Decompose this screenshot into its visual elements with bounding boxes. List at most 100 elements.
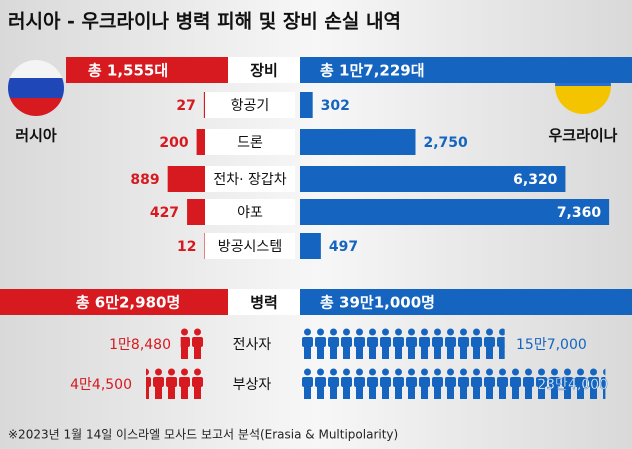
icon-head [181, 368, 188, 376]
left-total: 총 1,555대 [88, 62, 168, 80]
icon-legs [181, 346, 188, 359]
icon-legs [317, 386, 324, 399]
icon-head [304, 328, 311, 336]
right-icons [302, 368, 606, 399]
icon-body [341, 377, 352, 387]
icon-legs [330, 346, 337, 359]
icon-legs [168, 386, 175, 399]
left-total: 총 6만2,980명 [76, 294, 181, 312]
category-label: 부상자 [233, 377, 272, 393]
icon-head [356, 328, 363, 336]
icon-legs [512, 386, 519, 399]
icon-body [471, 377, 482, 387]
icon-body [380, 377, 391, 387]
icon-head [564, 368, 571, 376]
icon-legs [382, 386, 389, 399]
icon-head [330, 328, 337, 336]
icon-head [447, 368, 454, 376]
category-label: 전사자 [233, 337, 272, 353]
category-label: 항공기 [231, 98, 270, 114]
icon-head [369, 368, 376, 376]
left-bar [196, 129, 205, 155]
icon-body [146, 377, 151, 387]
icon-legs [356, 346, 363, 359]
icon-body [393, 377, 404, 387]
icon-head [603, 368, 606, 376]
icon-legs [356, 386, 363, 399]
icon-body [588, 377, 599, 387]
left-value: 427 [150, 205, 179, 221]
icon-body [523, 377, 534, 387]
icon-head [538, 368, 545, 376]
icon-body [180, 337, 190, 347]
icon-body [166, 377, 177, 387]
icon-body [471, 337, 482, 347]
right-value: 6,320 [513, 172, 558, 188]
icon-body [419, 377, 430, 387]
icon-head [343, 368, 350, 376]
category-box [205, 233, 295, 259]
partial-icon [180, 328, 190, 359]
icon-legs [551, 386, 558, 399]
left-value: 1만8,480 [109, 337, 171, 353]
icon-head [551, 368, 558, 376]
icon-body [562, 377, 573, 387]
icon-body [179, 377, 190, 387]
category-label: 야포 [237, 205, 263, 221]
category-label: 드론 [237, 135, 263, 151]
icon-head [194, 328, 201, 336]
icon-body [497, 337, 505, 347]
icon-legs [395, 346, 402, 359]
icon-legs [369, 346, 376, 359]
russia-flag [8, 60, 64, 116]
icon-head [421, 328, 428, 336]
icon-legs [473, 386, 480, 399]
icon-head [473, 368, 480, 376]
icon-body [445, 337, 456, 347]
icon-head [486, 328, 493, 336]
icon-body [367, 337, 378, 347]
icon-head [155, 368, 162, 376]
icon-legs [146, 386, 149, 399]
left-total-bar [0, 289, 228, 315]
icon-legs [304, 386, 311, 399]
center-title-box [228, 57, 300, 83]
icon-body [380, 337, 391, 347]
icon-body [458, 337, 469, 347]
icon-head [408, 368, 415, 376]
icon-legs [486, 346, 493, 359]
title: 러시아 - 우크라이나 병력 피해 및 장비 손실 내역 [8, 11, 401, 33]
icon-body [393, 337, 404, 347]
icon-head [447, 328, 454, 336]
right-bar [300, 233, 321, 259]
right-icons [302, 328, 505, 359]
icon-body [354, 337, 365, 347]
icon-head [434, 328, 441, 336]
icon-head [395, 368, 402, 376]
icon-body [445, 377, 456, 387]
icon-body [328, 377, 339, 387]
icon-head [408, 328, 415, 336]
category-box [205, 166, 295, 192]
icon-body [406, 337, 417, 347]
right-total: 총 1만7,229대 [320, 62, 425, 80]
left-bar [187, 199, 205, 225]
icon-head [317, 368, 324, 376]
icon-legs [499, 346, 505, 359]
icon-legs [460, 386, 467, 399]
icon-head [317, 328, 324, 336]
icon-legs [382, 346, 389, 359]
right-value: 15만7,000 [516, 337, 587, 353]
icon-body [497, 377, 508, 387]
icon-body [510, 377, 521, 387]
right-total-bar [300, 289, 632, 315]
right-total-bar [300, 57, 632, 83]
partial-icon [497, 328, 505, 359]
icon-legs [473, 346, 480, 359]
icon-body [354, 377, 365, 387]
icon-body [367, 377, 378, 387]
icon-legs [155, 386, 162, 399]
icon-legs [408, 386, 415, 399]
category-label: 전차· 장갑차 [213, 172, 286, 188]
